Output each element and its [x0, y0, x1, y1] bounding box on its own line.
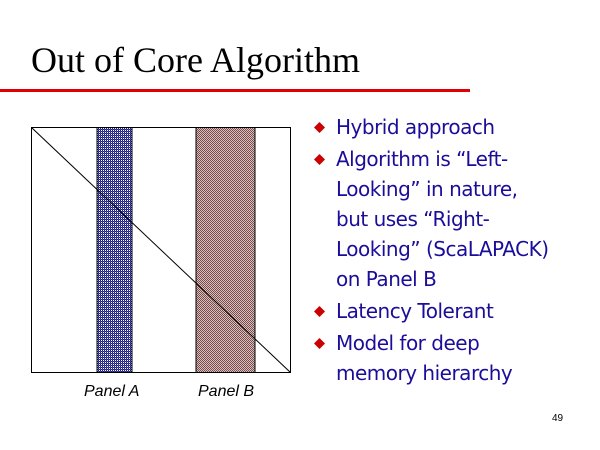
slide-title: Out of Core Algorithm — [31, 40, 360, 80]
bullet-left-looking: Algorithm is “Left-Looking” in nature, b… — [310, 144, 550, 294]
matrix-border — [31, 127, 291, 373]
bullet-list: Hybrid approach Algorithm is “Left-Looki… — [310, 112, 550, 390]
bullet-memory-hierarchy: Model for deep memory hierarchy — [310, 328, 550, 388]
bullet-text: Hybrid approach — [336, 115, 495, 139]
panel-a-region — [97, 127, 132, 373]
panel-b-label: Panel B — [198, 383, 255, 400]
panel-b-region — [196, 127, 255, 373]
page-number: 49 — [552, 413, 564, 424]
diamond-bullet-icon — [314, 306, 325, 317]
diamond-bullet-icon — [314, 122, 325, 133]
bullet-text: Latency Tolerant — [336, 299, 494, 323]
bullet-text: Algorithm is “Left-Looking” in nature, b… — [336, 147, 549, 291]
bullet-text: Model for deep memory hierarchy — [336, 331, 513, 385]
matrix-diagram — [31, 127, 291, 373]
bullet-hybrid-approach: Hybrid approach — [310, 112, 550, 142]
diamond-bullet-icon — [314, 338, 325, 349]
bullet-latency-tolerant: Latency Tolerant — [310, 296, 550, 326]
panel-a-label: Panel A — [84, 383, 140, 400]
matrix-diagonal — [31, 127, 291, 373]
diamond-bullet-icon — [314, 154, 325, 165]
title-rule — [0, 89, 470, 92]
